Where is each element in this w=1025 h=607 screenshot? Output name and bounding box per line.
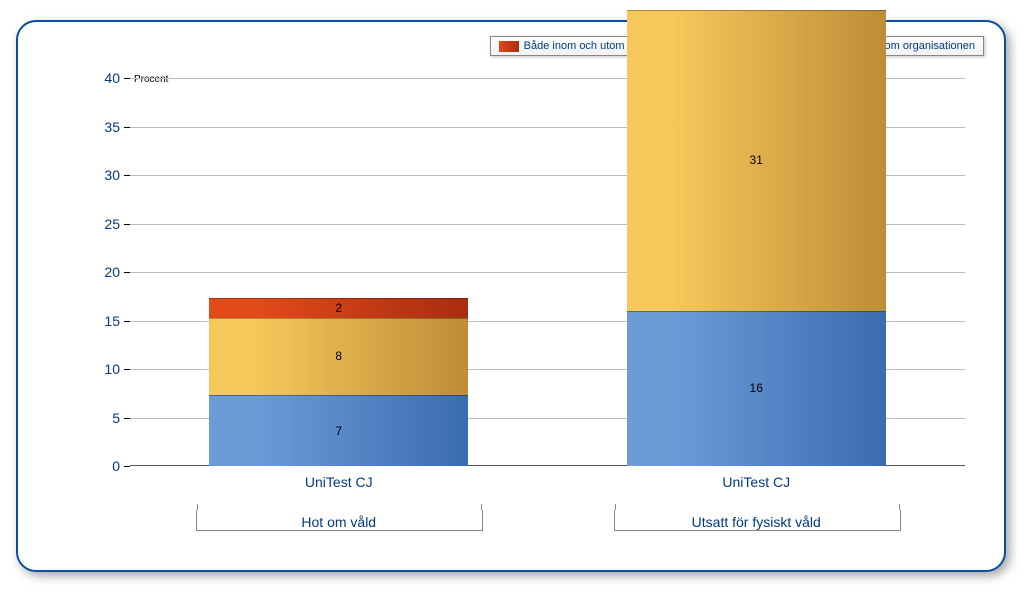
group-label: Utsatt för fysiskt våld [692,514,821,530]
bracket-nub [615,504,616,510]
bar-segment-border [209,318,468,319]
x-category-label: UniTest CJ [722,466,790,490]
bar-value-label: 16 [627,381,886,395]
legend-label: Inom organisationen [875,40,975,52]
bar-segment-border [627,10,886,11]
bar-value-label: 7 [209,424,468,438]
bracket-nub [481,504,482,510]
y-tick-label: 40 [104,70,130,86]
bar-segment-border [627,311,886,312]
y-tick-label: 35 [104,119,130,135]
bar: 7 8 2 [209,298,468,466]
bar-segment-border [209,395,468,396]
x-category-label: UniTest CJ [305,466,373,490]
y-tick-label: 30 [104,167,130,183]
bar-segment: 31 [627,10,886,311]
bar-segment: 2 [209,298,468,317]
legend-swatch [499,41,519,52]
plot-area: Procent 0510152025303540782UniTest CJ163… [130,78,965,466]
y-tick-label: 0 [112,458,130,474]
y-tick-label: 10 [104,361,130,377]
y-tick-label: 25 [104,216,130,232]
bar-value-label: 8 [209,349,468,363]
y-tick-label: 15 [104,313,130,329]
y-tick-label: 5 [112,410,130,426]
bracket-nub [197,504,198,510]
chart-panel: Både inom och utom organisationen Utom o… [16,20,1006,572]
chart-wrap: Både inom och utom organisationen Utom o… [18,22,1004,570]
bar-segment: 8 [209,318,468,396]
bar-segment: 16 [627,311,886,466]
bar-segment-border [209,298,468,299]
y-tick-label: 20 [104,264,130,280]
bar: 1631 [627,10,886,466]
y-axis-title: Procent [134,74,168,85]
bar-value-label: 2 [209,301,468,315]
group-label: Hot om våld [301,514,376,530]
bracket-nub [899,504,900,510]
bar-value-label: 31 [627,153,886,167]
bar-segment: 7 [209,395,468,466]
